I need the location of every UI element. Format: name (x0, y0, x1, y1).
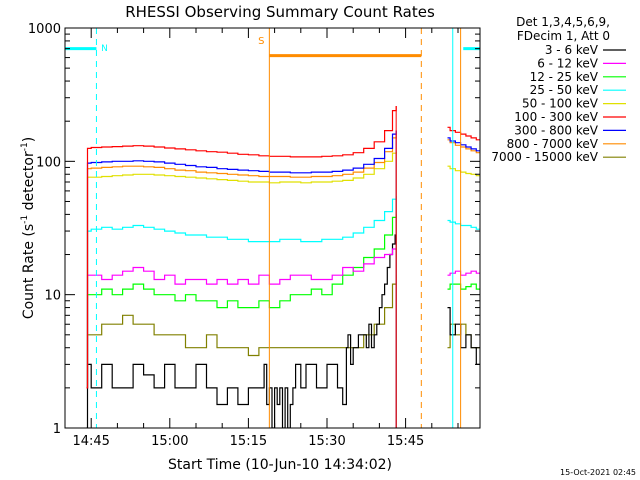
night-label: N (101, 44, 108, 54)
x-tick-label: 15:15 (230, 434, 267, 449)
plot-clip: NS (65, 28, 480, 428)
y-tick-label: 10 (44, 289, 61, 304)
legend-label: 6 - 12 keV (537, 56, 599, 70)
x-axis-label: Start Time (10-Jun-10 14:34:02) (168, 457, 392, 473)
chart-title: RHESSI Observing Summary Count Rates (125, 3, 435, 21)
series-line-interval-1 (86, 196, 397, 389)
y-tick-label: 100 (36, 155, 61, 170)
series-line-interval-1 (86, 151, 397, 389)
series-line-interval-1 (86, 234, 397, 428)
legend-label: 300 - 800 keV (514, 123, 598, 137)
series-line-interval-2 (447, 126, 480, 141)
legend-header-line1: Det 1,3,4,5,6,9, (516, 15, 610, 29)
x-tick-label: 14:45 (72, 434, 109, 449)
legend-label: 100 - 300 keV (514, 110, 598, 124)
y-tick-label: 1 (53, 422, 61, 437)
series-line-interval-1 (86, 134, 397, 389)
x-axis: 14:45 15:00 15:15 15:30 15:45 (64, 28, 459, 449)
legend-label: 25 - 50 keV (530, 83, 599, 97)
legend-label: 50 - 100 keV (522, 97, 599, 111)
legend-label: 3 - 6 keV (545, 43, 599, 57)
legend-label: 800 - 7000 keV (507, 137, 599, 151)
legend: Det 1,3,4,5,6,9, FDecim 1, Att 0 3 - 6 k… (491, 15, 626, 164)
x-tick-label: 15:30 (308, 434, 345, 449)
series-line-interval-1 (86, 214, 397, 389)
x-tick-label: 15:00 (151, 434, 188, 449)
y-axis: 1 10 100 1000 (28, 22, 480, 437)
series-group (86, 106, 480, 428)
series-line-interval-2 (447, 137, 480, 152)
series-line-interval-1 (86, 248, 397, 389)
footer-date: 15-Oct-2021 02:45 (560, 468, 636, 477)
x-tick-label: 15:45 (387, 434, 424, 449)
plot-frame (64, 27, 481, 429)
annotation-group: NS (65, 28, 480, 428)
legend-header-line2: FDecim 1, Att 0 (517, 29, 610, 43)
series-line-interval-2 (447, 270, 480, 276)
series-line-interval-1 (86, 130, 397, 389)
legend-label: 12 - 25 keV (530, 70, 599, 84)
legend-label: 7000 - 15000 keV (491, 150, 598, 164)
y-tick-label: 1000 (28, 22, 61, 37)
series-line-interval-1 (86, 106, 397, 389)
series-line-interval-2 (447, 283, 480, 290)
series-line-interval-2 (447, 139, 480, 154)
saa-label: S (258, 36, 264, 47)
y-axis-label: Count Rate (s-1 detector-1) (20, 137, 37, 319)
